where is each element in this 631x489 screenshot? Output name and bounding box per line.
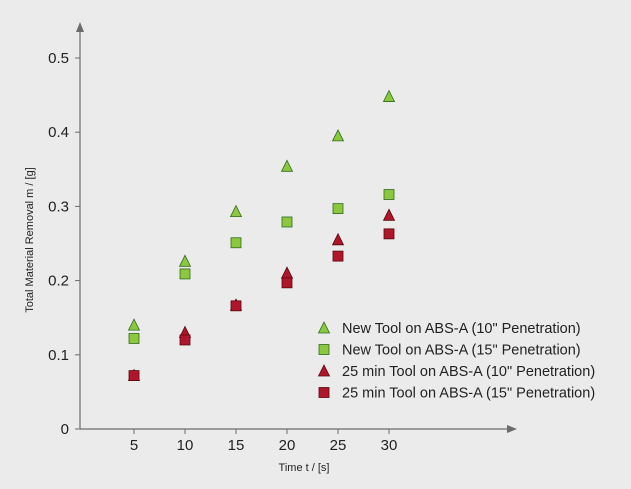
data-point bbox=[332, 203, 344, 215]
data-point bbox=[382, 89, 396, 102]
data-point bbox=[383, 228, 395, 240]
data-points bbox=[127, 89, 396, 381]
series-4 bbox=[128, 228, 395, 381]
legend-label: 25 min Tool on ABS-A (15" Penetration) bbox=[342, 386, 595, 402]
y-tick-label: 0.2 bbox=[48, 273, 69, 290]
data-point bbox=[383, 189, 395, 200]
x-axis-arrow bbox=[507, 425, 517, 433]
legend-marker bbox=[318, 387, 330, 398]
axes bbox=[76, 22, 517, 433]
data-point bbox=[179, 268, 191, 280]
y-tick-labels: 0 0.1 0.2 0.3 0.4 0.5 bbox=[48, 50, 80, 438]
x-tick-label: 25 bbox=[330, 437, 347, 454]
legend-label: New Tool on ABS-A (10" Penetration) bbox=[342, 321, 581, 337]
data-point bbox=[127, 318, 141, 331]
series-1 bbox=[127, 89, 396, 331]
y-axis-arrow bbox=[76, 22, 84, 32]
x-tick-labels: 5 10 15 20 25 30 bbox=[130, 429, 398, 454]
y-tick-label: 0.4 bbox=[48, 124, 69, 141]
data-point bbox=[281, 277, 293, 289]
data-point bbox=[280, 159, 294, 172]
data-point bbox=[280, 266, 294, 279]
data-point bbox=[128, 333, 140, 344]
y-tick-label: 0 bbox=[61, 421, 69, 438]
y-tick-label: 0.3 bbox=[48, 198, 69, 215]
legend: New Tool on ABS-A (10" Penetration) New T… bbox=[317, 321, 595, 402]
legend-marker bbox=[317, 321, 331, 334]
data-point bbox=[179, 334, 191, 346]
data-point bbox=[229, 204, 243, 217]
x-tick-label: 20 bbox=[279, 437, 296, 454]
y-axis-title: Total Material Removal m / [g] bbox=[24, 167, 36, 313]
x-axis-title: Time t / [s] bbox=[279, 462, 330, 474]
legend-marker bbox=[318, 344, 330, 355]
data-point bbox=[230, 237, 242, 249]
data-point bbox=[281, 216, 293, 228]
series-2 bbox=[128, 189, 395, 344]
data-point bbox=[230, 300, 242, 312]
data-point bbox=[331, 232, 345, 246]
legend-marker bbox=[317, 364, 331, 377]
data-point bbox=[331, 129, 345, 142]
data-point bbox=[332, 250, 344, 262]
data-point bbox=[178, 254, 192, 267]
x-tick-label: 30 bbox=[381, 437, 398, 454]
data-point bbox=[382, 208, 396, 221]
y-tick-label: 0.1 bbox=[48, 347, 69, 364]
legend-label: New Tool on ABS-A (15" Penetration) bbox=[342, 343, 581, 359]
data-point bbox=[128, 370, 140, 381]
y-tick-label: 0.5 bbox=[48, 50, 69, 67]
x-tick-label: 10 bbox=[177, 437, 194, 454]
legend-label: 25 min Tool on ABS-A (10" Penetration) bbox=[342, 364, 595, 380]
x-tick-label: 15 bbox=[228, 437, 245, 454]
x-tick-label: 5 bbox=[130, 437, 138, 454]
